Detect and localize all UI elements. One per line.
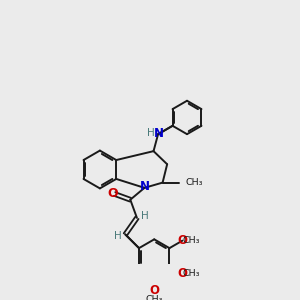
- Text: H: H: [113, 231, 121, 241]
- Text: O: O: [178, 267, 188, 280]
- Text: CH₃: CH₃: [146, 295, 163, 300]
- Text: CH₃: CH₃: [185, 178, 203, 187]
- Text: CH₃: CH₃: [182, 269, 200, 278]
- Text: O: O: [149, 284, 159, 297]
- Text: O: O: [107, 187, 118, 200]
- Text: CH₃: CH₃: [182, 236, 200, 245]
- Text: H: H: [147, 128, 154, 138]
- Text: O: O: [178, 234, 188, 247]
- Text: H: H: [141, 211, 149, 221]
- Text: N: N: [154, 127, 164, 140]
- Text: N: N: [140, 181, 149, 194]
